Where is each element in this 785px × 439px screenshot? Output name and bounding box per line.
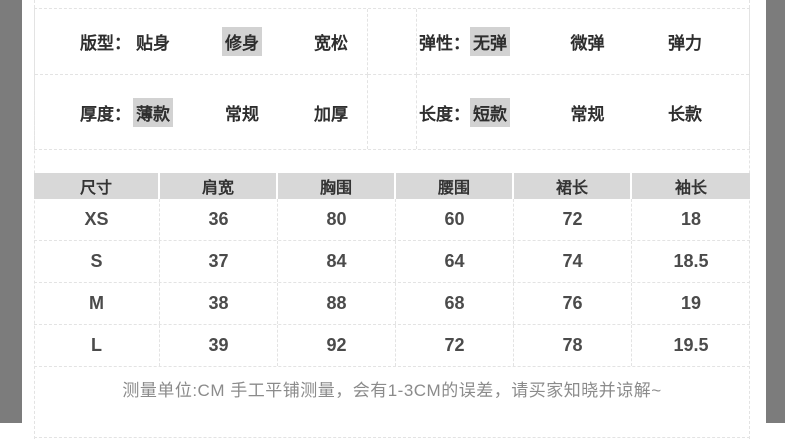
size-cell: XS <box>34 199 160 240</box>
attr-length-options: 短款 常规 长款 <box>470 97 705 127</box>
size-table-header-cell: 肩宽 <box>160 173 278 199</box>
attr-elasticity-options: 无弹 微弹 弹力 <box>470 27 705 56</box>
attr-option: 长款 <box>668 104 702 124</box>
attr-option: 加厚 <box>314 104 348 124</box>
size-cell: 38 <box>160 283 278 324</box>
attr-option: 微弹 <box>570 34 605 53</box>
attr-fit-options: 贴身 修身 宽松 <box>133 27 351 56</box>
size-cell: M <box>34 283 160 324</box>
attr-length-label: 长度： <box>419 104 470 124</box>
attributes-panel: 版型： 贴身 修身 宽松 弹性： 无弹 微弹 弹力 厚度： 薄款 常规 加厚 <box>34 8 750 150</box>
attr-option: 弹力 <box>668 34 702 53</box>
size-table: 尺寸 肩宽 胸围 腰围 裙长 袖长 XS 36 80 60 72 18 S 37… <box>34 173 750 367</box>
attr-elasticity-row: 弹性： 无弹 微弹 弹力 <box>417 9 749 75</box>
attr-option: 贴身 <box>136 34 170 53</box>
attr-option: 宽松 <box>314 34 348 53</box>
size-row-m: M 38 88 68 76 19 <box>34 283 750 325</box>
content-left-border <box>34 0 35 439</box>
size-cell: 88 <box>278 283 396 324</box>
size-cell: 78 <box>514 325 632 366</box>
size-table-header-cell: 袖长 <box>632 173 750 199</box>
attr-option: 常规 <box>225 104 259 124</box>
size-cell: 19.5 <box>673 335 709 355</box>
attr-fit-row: 版型： 贴身 修身 宽松 <box>35 9 368 75</box>
size-cell: 80 <box>278 199 396 240</box>
size-table-header-cell: 腰围 <box>396 173 514 199</box>
content-right-border <box>749 0 750 439</box>
right-gray-bar <box>766 0 785 423</box>
size-cell: 76 <box>514 283 632 324</box>
attr-thickness-row: 厚度： 薄款 常规 加厚 <box>35 75 368 149</box>
size-cell: 18 <box>680 209 702 229</box>
attr-option: 短款 <box>470 97 510 127</box>
size-cell: 37 <box>160 241 278 282</box>
content-bottom-border <box>34 437 750 438</box>
size-cell: 68 <box>396 283 514 324</box>
size-row-xs: XS 36 80 60 72 18 <box>34 199 750 241</box>
size-cell: 84 <box>278 241 396 282</box>
size-cell: 92 <box>278 325 396 366</box>
attr-option: 薄款 <box>133 97 173 127</box>
attr-spacer <box>368 9 417 75</box>
size-cell: 74 <box>514 241 632 282</box>
size-table-header: 尺寸 肩宽 胸围 腰围 裙长 袖长 <box>34 173 750 199</box>
size-cell: 18.5 <box>673 251 709 271</box>
size-table-header-cell: 裙长 <box>514 173 632 199</box>
size-cell: S <box>34 241 160 282</box>
size-table-header-cell: 胸围 <box>278 173 396 199</box>
left-gray-bar <box>0 0 22 423</box>
attr-thickness-label: 厚度： <box>80 104 131 124</box>
attr-option: 无弹 <box>470 27 510 56</box>
attr-fit-label: 版型： <box>80 34 131 53</box>
attr-spacer <box>368 75 417 149</box>
attr-option: 修身 <box>222 27 262 56</box>
size-cell: 60 <box>396 199 514 240</box>
size-cell: 19 <box>680 293 702 313</box>
size-cell: 39 <box>160 325 278 366</box>
size-cell: 36 <box>160 199 278 240</box>
size-cell: 72 <box>514 199 632 240</box>
size-cell: L <box>34 325 160 366</box>
attr-elasticity-label: 弹性： <box>419 34 470 53</box>
size-cell: 64 <box>396 241 514 282</box>
attr-option: 常规 <box>570 104 605 124</box>
attr-thickness-options: 薄款 常规 加厚 <box>133 97 351 127</box>
size-row-s: S 37 84 64 74 18.5 <box>34 241 750 283</box>
measurement-note: 测量单位:CM 手工平铺测量，会有1-3CM的误差，请买家知晓并谅解~ <box>122 381 662 400</box>
size-table-header-cell: 尺寸 <box>34 173 160 199</box>
size-row-l: L 39 92 72 78 19.5 <box>34 325 750 367</box>
attr-length-row: 长度： 短款 常规 长款 <box>417 75 749 149</box>
size-cell: 72 <box>396 325 514 366</box>
